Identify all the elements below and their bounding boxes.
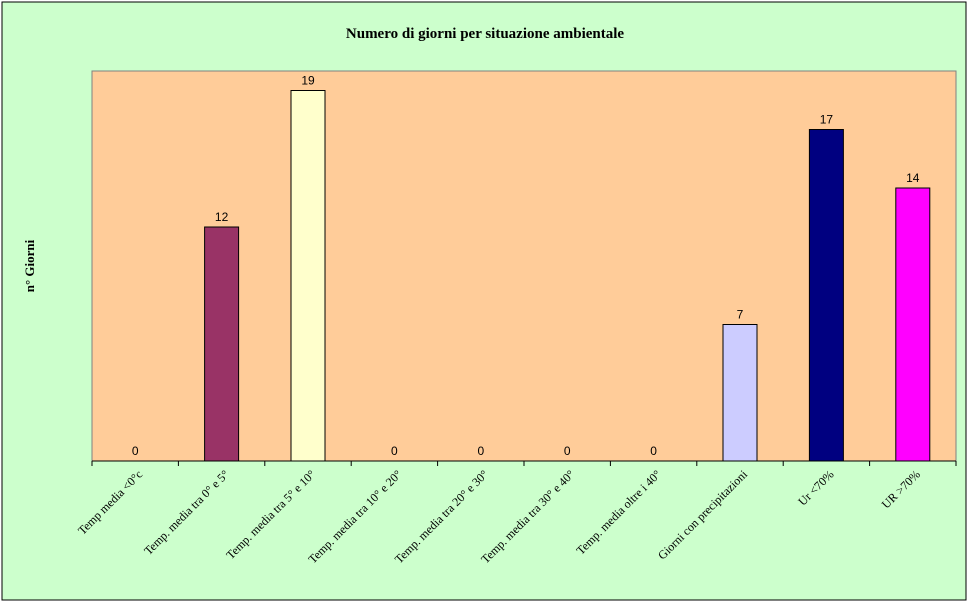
bar-9 — [895, 187, 931, 462]
data-label-2: 19 — [301, 74, 315, 88]
data-label-7: 7 — [737, 308, 744, 322]
data-label-0: 0 — [132, 444, 139, 458]
data-labels-group: 0 12 19 0 0 0 0 7 17 14 — [132, 74, 920, 459]
data-label-3: 0 — [391, 444, 398, 458]
bar-2 — [290, 90, 326, 462]
bar-7 — [722, 324, 758, 462]
bar-8 — [808, 129, 844, 462]
chart-title: Numero di giorni per situazione ambienta… — [346, 26, 625, 42]
data-label-6: 0 — [650, 444, 657, 458]
data-label-8: 17 — [820, 113, 834, 127]
data-label-4: 0 — [477, 444, 484, 458]
data-label-1: 12 — [215, 210, 229, 224]
data-label-9: 14 — [906, 171, 920, 185]
data-label-5: 0 — [564, 444, 571, 458]
y-axis-label: n° Giorni — [22, 239, 37, 292]
x-axis-ticks — [91, 461, 957, 466]
bar-1 — [204, 226, 240, 462]
bars-group — [204, 90, 931, 462]
